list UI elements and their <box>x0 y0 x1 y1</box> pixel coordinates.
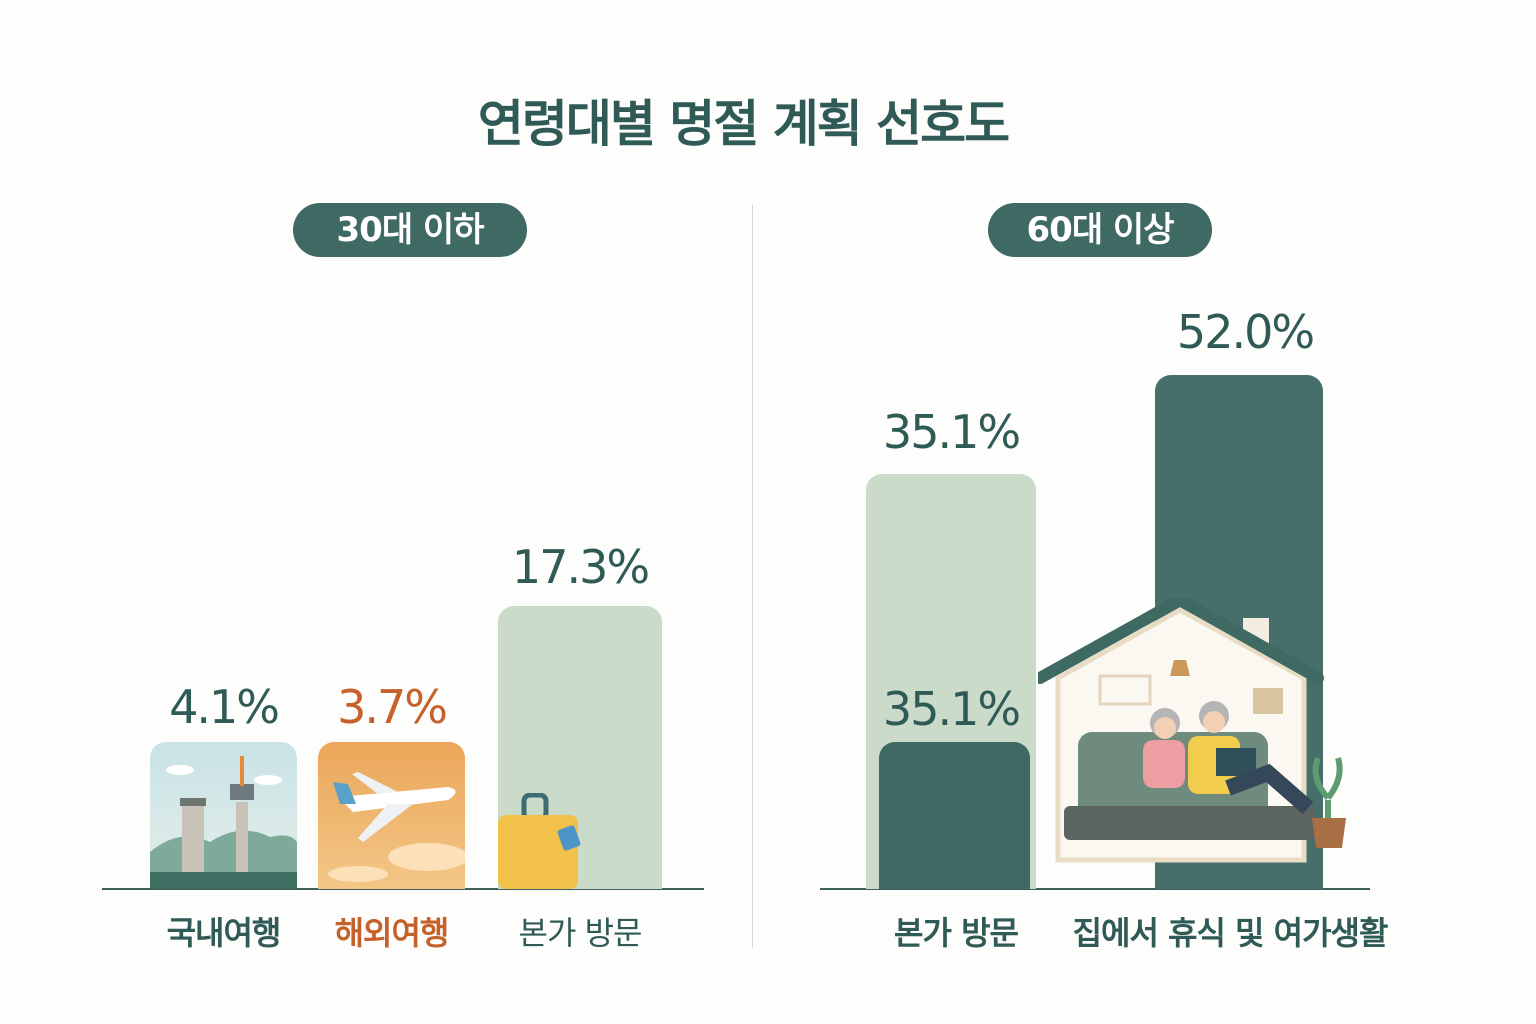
value-label-home-visit-over-60-inner: 35.1% <box>882 682 1021 736</box>
group-label-over-60: 60대 이상 <box>988 203 1212 257</box>
value-label-home-visit-under-30: 17.3% <box>511 540 650 594</box>
category-home-leisure: 집에서 휴식 및 여가생활 <box>1072 914 1389 952</box>
value-label-home-leisure: 52.0% <box>1176 305 1315 359</box>
category-home-visit-under-30: 본가 방문 <box>518 914 643 952</box>
chart-title: 연령대별 명절 계획 선호도 <box>477 95 1010 153</box>
value-label-home-visit-over-60: 35.1% <box>882 405 1021 459</box>
divider <box>752 205 753 948</box>
group-label-under-30: 30대 이하 <box>293 203 527 257</box>
baseline-right <box>820 888 1370 890</box>
value-label-overseas-travel: 3.7% <box>337 680 448 734</box>
bar-overseas-travel <box>318 742 465 889</box>
airplane-icon <box>328 772 465 882</box>
bar-domestic-travel <box>150 742 297 889</box>
category-domestic-travel: 국내여행 <box>166 914 282 952</box>
baseline-left <box>102 888 704 890</box>
house-couple-reading-icon <box>1038 598 1346 863</box>
category-overseas-travel: 해외여행 <box>334 914 450 952</box>
suitcase-icon <box>498 793 581 889</box>
namsan-tower-landscape-icon <box>150 756 297 889</box>
category-home-visit-over-60: 본가 방문 <box>894 914 1019 952</box>
bar-home-visit-over-60-inner <box>879 742 1030 889</box>
value-label-domestic-travel: 4.1% <box>169 680 280 734</box>
